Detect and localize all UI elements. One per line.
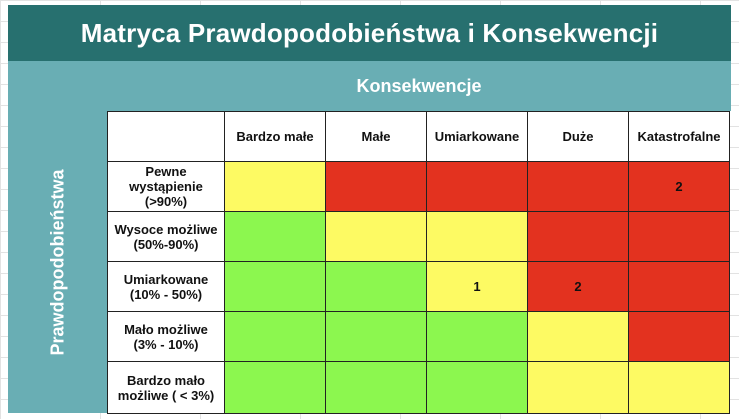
matrix-cell[interactable] [225,212,326,262]
matrix-corner-cell[interactable] [108,112,225,162]
row-header-moderate[interactable]: Umiarkowane (10% - 50%) [108,262,225,312]
probability-axis-label-wrapper: Prawdopodobieństwa [8,111,107,413]
matrix-cell[interactable] [528,312,629,362]
matrix-cell[interactable] [528,162,629,212]
probability-band [8,111,107,413]
column-header-catastrophic[interactable]: Katastrofalne [629,112,730,162]
consequences-band [8,61,731,111]
matrix-title: Matryca Prawdopodobieństwa i Konsekwencj… [8,5,731,61]
matrix-cell[interactable] [225,262,326,312]
matrix-cell[interactable] [326,362,427,414]
matrix-cell[interactable] [528,212,629,262]
matrix-cell[interactable] [427,212,528,262]
matrix-cell[interactable]: 2 [629,162,730,212]
matrix-cell[interactable] [225,312,326,362]
matrix-cell[interactable]: 2 [528,262,629,312]
matrix-cell[interactable] [427,362,528,414]
column-header-large[interactable]: Duże [528,112,629,162]
matrix-cell[interactable] [528,362,629,414]
risk-matrix: Bardzo małe Małe Umiarkowane Duże Katast… [107,111,730,414]
row-header-unlikely[interactable]: Mało możliwe (3% - 10%) [108,312,225,362]
matrix-cell[interactable] [629,212,730,262]
matrix-cell[interactable] [629,262,730,312]
row-header-certain[interactable]: Pewne wystąpienie (>90%) [108,162,225,212]
consequences-axis-label: Konsekwencje [356,75,482,96]
column-header-moderate[interactable]: Umiarkowane [427,112,528,162]
row-header-very-unlikely[interactable]: Bardzo mało możliwe ( < 3%) [108,362,225,414]
column-header-small[interactable]: Małe [326,112,427,162]
matrix-cell[interactable] [326,162,427,212]
column-header-very-small[interactable]: Bardzo małe [225,112,326,162]
probability-axis-label: Prawdopodobieństwa [47,168,68,356]
row-header-highly-likely[interactable]: Wysoce możliwe (50%-90%) [108,212,225,262]
matrix-cell[interactable] [326,212,427,262]
matrix-cell[interactable] [629,362,730,414]
matrix-cell[interactable] [225,362,326,414]
matrix-cell[interactable]: 1 [427,262,528,312]
matrix-cell[interactable] [225,162,326,212]
matrix-cell[interactable] [427,312,528,362]
matrix-cell[interactable] [326,312,427,362]
matrix-cell[interactable] [326,262,427,312]
matrix-cell[interactable] [427,162,528,212]
matrix-cell[interactable] [629,312,730,362]
